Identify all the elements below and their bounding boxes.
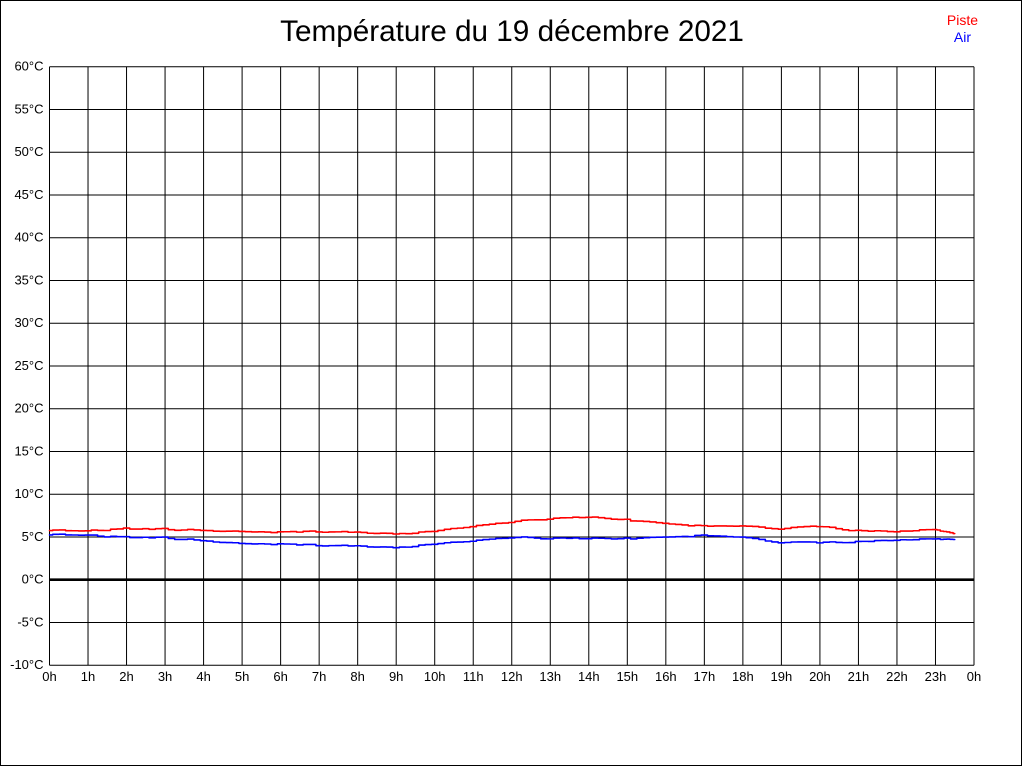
svg-text:40°C: 40°C — [14, 230, 43, 245]
svg-text:30°C: 30°C — [14, 315, 43, 330]
svg-text:7h: 7h — [312, 669, 326, 684]
svg-text:20°C: 20°C — [14, 401, 43, 416]
svg-text:3h: 3h — [158, 669, 172, 684]
svg-text:15h: 15h — [616, 669, 638, 684]
svg-text:5°C: 5°C — [22, 529, 44, 544]
svg-text:15°C: 15°C — [14, 443, 43, 458]
svg-text:0°C: 0°C — [22, 572, 44, 587]
svg-text:12h: 12h — [501, 669, 523, 684]
svg-text:9h: 9h — [389, 669, 403, 684]
svg-text:8h: 8h — [350, 669, 364, 684]
svg-text:50°C: 50°C — [14, 144, 43, 159]
svg-text:2h: 2h — [119, 669, 133, 684]
svg-text:1h: 1h — [81, 669, 95, 684]
svg-text:6h: 6h — [273, 669, 287, 684]
svg-text:23h: 23h — [925, 669, 947, 684]
svg-text:17h: 17h — [693, 669, 715, 684]
svg-text:13h: 13h — [539, 669, 561, 684]
svg-text:25°C: 25°C — [14, 358, 43, 373]
svg-text:5h: 5h — [235, 669, 249, 684]
svg-text:0h: 0h — [42, 669, 56, 684]
svg-text:45°C: 45°C — [14, 187, 43, 202]
svg-text:14h: 14h — [578, 669, 600, 684]
svg-text:35°C: 35°C — [14, 272, 43, 287]
svg-text:-10°C: -10°C — [10, 657, 43, 672]
svg-text:-5°C: -5°C — [17, 614, 43, 629]
svg-text:60°C: 60°C — [14, 59, 43, 74]
svg-text:55°C: 55°C — [14, 101, 43, 116]
svg-text:19h: 19h — [771, 669, 793, 684]
svg-text:20h: 20h — [809, 669, 831, 684]
svg-text:4h: 4h — [196, 669, 210, 684]
svg-text:22h: 22h — [886, 669, 908, 684]
svg-text:18h: 18h — [732, 669, 754, 684]
svg-text:10°C: 10°C — [14, 486, 43, 501]
svg-text:11h: 11h — [463, 669, 484, 684]
svg-text:21h: 21h — [848, 669, 870, 684]
svg-text:16h: 16h — [655, 669, 677, 684]
svg-text:10h: 10h — [424, 669, 446, 684]
svg-text:0h: 0h — [967, 669, 981, 684]
